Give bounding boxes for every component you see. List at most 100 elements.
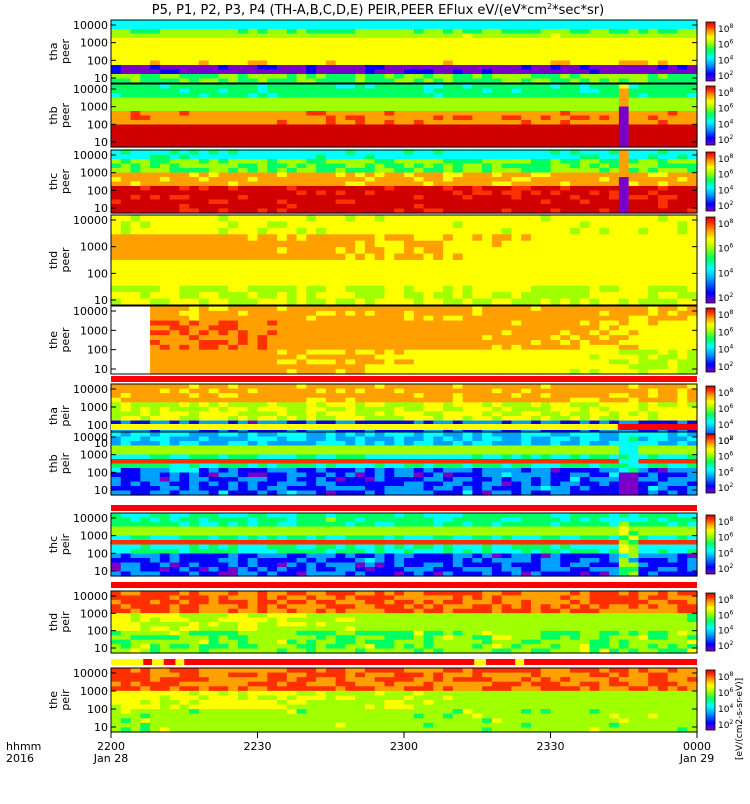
- heatmap-cell: [541, 29, 551, 34]
- heatmap-cell: [131, 228, 141, 235]
- heatmap-cell: [599, 56, 609, 61]
- heatmap-cell: [218, 393, 228, 398]
- heatmap-cell: [580, 155, 590, 160]
- heatmap-cell: [414, 340, 424, 345]
- heatmap-cell: [209, 350, 219, 355]
- heatmap-cell: [511, 330, 521, 335]
- heatmap-cell: [541, 186, 551, 191]
- heatmap-cell: [482, 29, 492, 34]
- heatmap-cell: [619, 70, 629, 75]
- heatmap-cell: [238, 335, 248, 340]
- heatmap-cell: [336, 20, 346, 25]
- colorbar: [706, 217, 715, 303]
- heatmap-cell: [336, 279, 346, 286]
- heatmap-cell: [433, 34, 443, 39]
- heatmap-cell: [267, 116, 277, 121]
- heatmap-cell: [267, 159, 277, 164]
- heatmap-cell: [189, 241, 199, 248]
- heatmap-cell: [267, 306, 277, 311]
- heatmap-cell: [453, 70, 463, 75]
- heatmap-cell: [580, 316, 590, 321]
- heatmap-cell: [277, 52, 287, 57]
- heatmap-cell: [414, 52, 424, 57]
- heatmap-cell: [384, 20, 394, 25]
- heatmap-cell: [375, 260, 385, 267]
- heatmap-cell: [560, 102, 570, 107]
- heatmap-cell: [267, 195, 277, 200]
- heatmap-cell: [287, 359, 297, 364]
- heatmap-cell: [453, 116, 463, 121]
- heatmap-cell: [619, 38, 629, 43]
- y-tick-label: 1000: [80, 241, 108, 254]
- heatmap-cell: [551, 402, 561, 407]
- heatmap-cell: [560, 316, 570, 321]
- heatmap-cell: [541, 89, 551, 94]
- heatmap-cell: [570, 215, 580, 222]
- heatmap-cell: [414, 279, 424, 286]
- heatmap-cell: [306, 89, 316, 94]
- heatmap-cell: [472, 107, 482, 112]
- heatmap-cell: [199, 321, 209, 326]
- heatmap-cell: [170, 330, 180, 335]
- heatmap-cell: [228, 292, 238, 299]
- heatmap-cell: [619, 316, 629, 321]
- heatmap-cell: [218, 359, 228, 364]
- heatmap-cell: [609, 129, 619, 134]
- heatmap-cell: [150, 29, 160, 34]
- heatmap-cell: [580, 389, 590, 394]
- heatmap-cell: [404, 74, 414, 79]
- heatmap-cell: [365, 89, 375, 94]
- heatmap-cell: [482, 340, 492, 345]
- heatmap-cell: [131, 260, 141, 267]
- heatmap-cell: [228, 177, 238, 182]
- heatmap-cell: [297, 389, 307, 394]
- heatmap-cell: [629, 407, 639, 412]
- heatmap-cell: [521, 266, 531, 273]
- heatmap-cell: [355, 221, 365, 228]
- heatmap-cell: [687, 29, 697, 34]
- heatmap-cell: [375, 74, 385, 79]
- heatmap-cell: [463, 107, 473, 112]
- heatmap-cell: [218, 150, 228, 155]
- heatmap-cell: [228, 330, 238, 335]
- heatmap-cell: [551, 330, 561, 335]
- heatmap-cell: [453, 311, 463, 316]
- heatmap-cell: [277, 89, 287, 94]
- heatmap-cell: [140, 204, 150, 209]
- heatmap-cell: [287, 407, 297, 412]
- heatmap-cell: [521, 355, 531, 360]
- heatmap-cell: [326, 364, 336, 369]
- heatmap-cell: [414, 359, 424, 364]
- heatmap-cell: [365, 43, 375, 48]
- heatmap-cell: [541, 355, 551, 360]
- heatmap-cell: [326, 74, 336, 79]
- heatmap-cell: [189, 364, 199, 369]
- heatmap-cell: [258, 52, 268, 57]
- heatmap-cell: [267, 411, 277, 416]
- heatmap-cell: [131, 38, 141, 43]
- heatmap-cell: [609, 311, 619, 316]
- heatmap-cell: [551, 359, 561, 364]
- heatmap-cell: [297, 311, 307, 316]
- heatmap-cell: [492, 56, 502, 61]
- heatmap-cell: [336, 359, 346, 364]
- heatmap-cell: [189, 402, 199, 407]
- heatmap-cell: [443, 311, 453, 316]
- heatmap-cell: [472, 182, 482, 187]
- heatmap-cell: [160, 38, 170, 43]
- heatmap-cell: [336, 411, 346, 416]
- heatmap-cell: [560, 321, 570, 326]
- heatmap-cell: [638, 52, 648, 57]
- y-tick-label: 1000: [80, 167, 108, 180]
- heatmap-cell: [482, 345, 492, 350]
- heatmap-cell: [677, 325, 687, 330]
- heatmap-cell: [394, 47, 404, 52]
- heatmap-cell: [160, 20, 170, 25]
- heatmap-cell: [170, 355, 180, 360]
- heatmap-cell: [433, 70, 443, 75]
- heatmap-cell: [277, 241, 287, 248]
- heatmap-cell: [160, 84, 170, 89]
- heatmap-cell: [648, 241, 658, 248]
- heatmap-cell: [121, 177, 131, 182]
- heatmap-cell: [463, 34, 473, 39]
